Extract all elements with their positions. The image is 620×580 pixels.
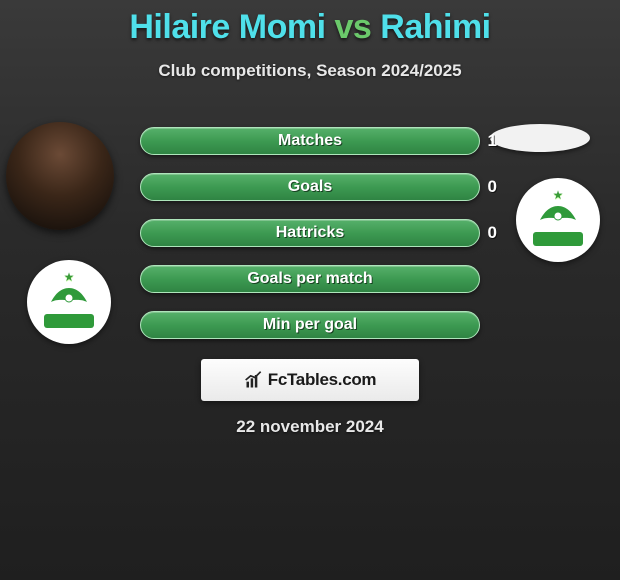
comparison-title: Hilaire Momi vs Rahimi [0,0,620,47]
attribution-box: FcTables.com [201,359,419,401]
stat-value-right: 0 [488,174,497,200]
crest-banner [44,314,94,328]
attribution-logo-icon [244,370,264,390]
stat-row-goals-per-match: Goals per match [140,265,480,293]
stat-value-right: 1 [488,128,497,154]
stat-label: Goals [141,174,479,200]
title-player2: Rahimi [380,8,490,46]
stat-label: Goals per match [141,266,479,292]
stat-row-min-per-goal: Min per goal [140,311,480,339]
player1-avatar [6,122,114,230]
stats-container: Matches 1 Goals 0 Hattricks 0 Goals per … [140,127,480,339]
player1-club-crest: ★ [27,260,111,344]
stat-row-hattricks: Hattricks 0 [140,219,480,247]
stat-label: Hattricks [141,220,479,246]
stat-value-right: 0 [488,220,497,246]
player2-club-crest: ★ [516,178,600,262]
stat-row-matches: Matches 1 [140,127,480,155]
crest-banner [533,232,583,246]
comparison-subtitle: Club competitions, Season 2024/2025 [0,61,620,81]
attribution-text: FcTables.com [268,370,377,390]
player2-avatar [490,124,590,152]
stat-row-goals: Goals 0 [140,173,480,201]
crest-star-icon: ★ [64,270,75,284]
crest-bird-icon [536,202,580,230]
crest-bird-icon [47,284,91,312]
stat-label: Min per goal [141,312,479,338]
crest-star-icon: ★ [553,188,564,202]
comparison-date: 22 november 2024 [0,417,620,437]
title-player1: Hilaire Momi [129,8,325,46]
title-vs: vs [326,8,381,46]
stat-label: Matches [141,128,479,154]
